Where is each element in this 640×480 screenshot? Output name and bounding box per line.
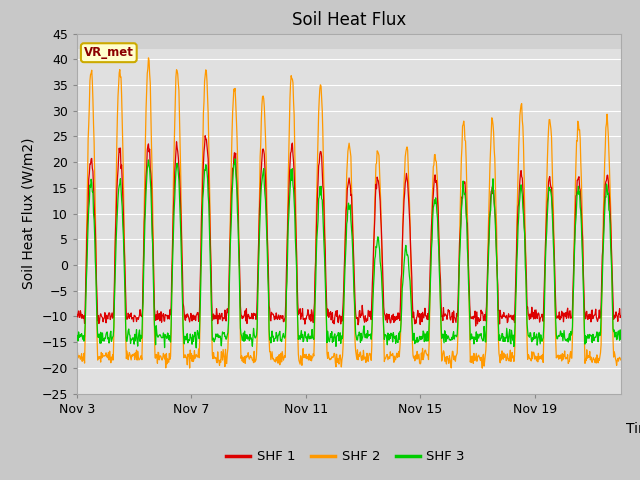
Text: VR_met: VR_met [84, 46, 134, 59]
Y-axis label: Soil Heat Flux (W/m2): Soil Heat Flux (W/m2) [22, 138, 36, 289]
X-axis label: Time: Time [625, 422, 640, 436]
Legend: SHF 1, SHF 2, SHF 3: SHF 1, SHF 2, SHF 3 [221, 445, 470, 468]
Title: Soil Heat Flux: Soil Heat Flux [292, 11, 406, 29]
Bar [77, 34, 621, 49]
